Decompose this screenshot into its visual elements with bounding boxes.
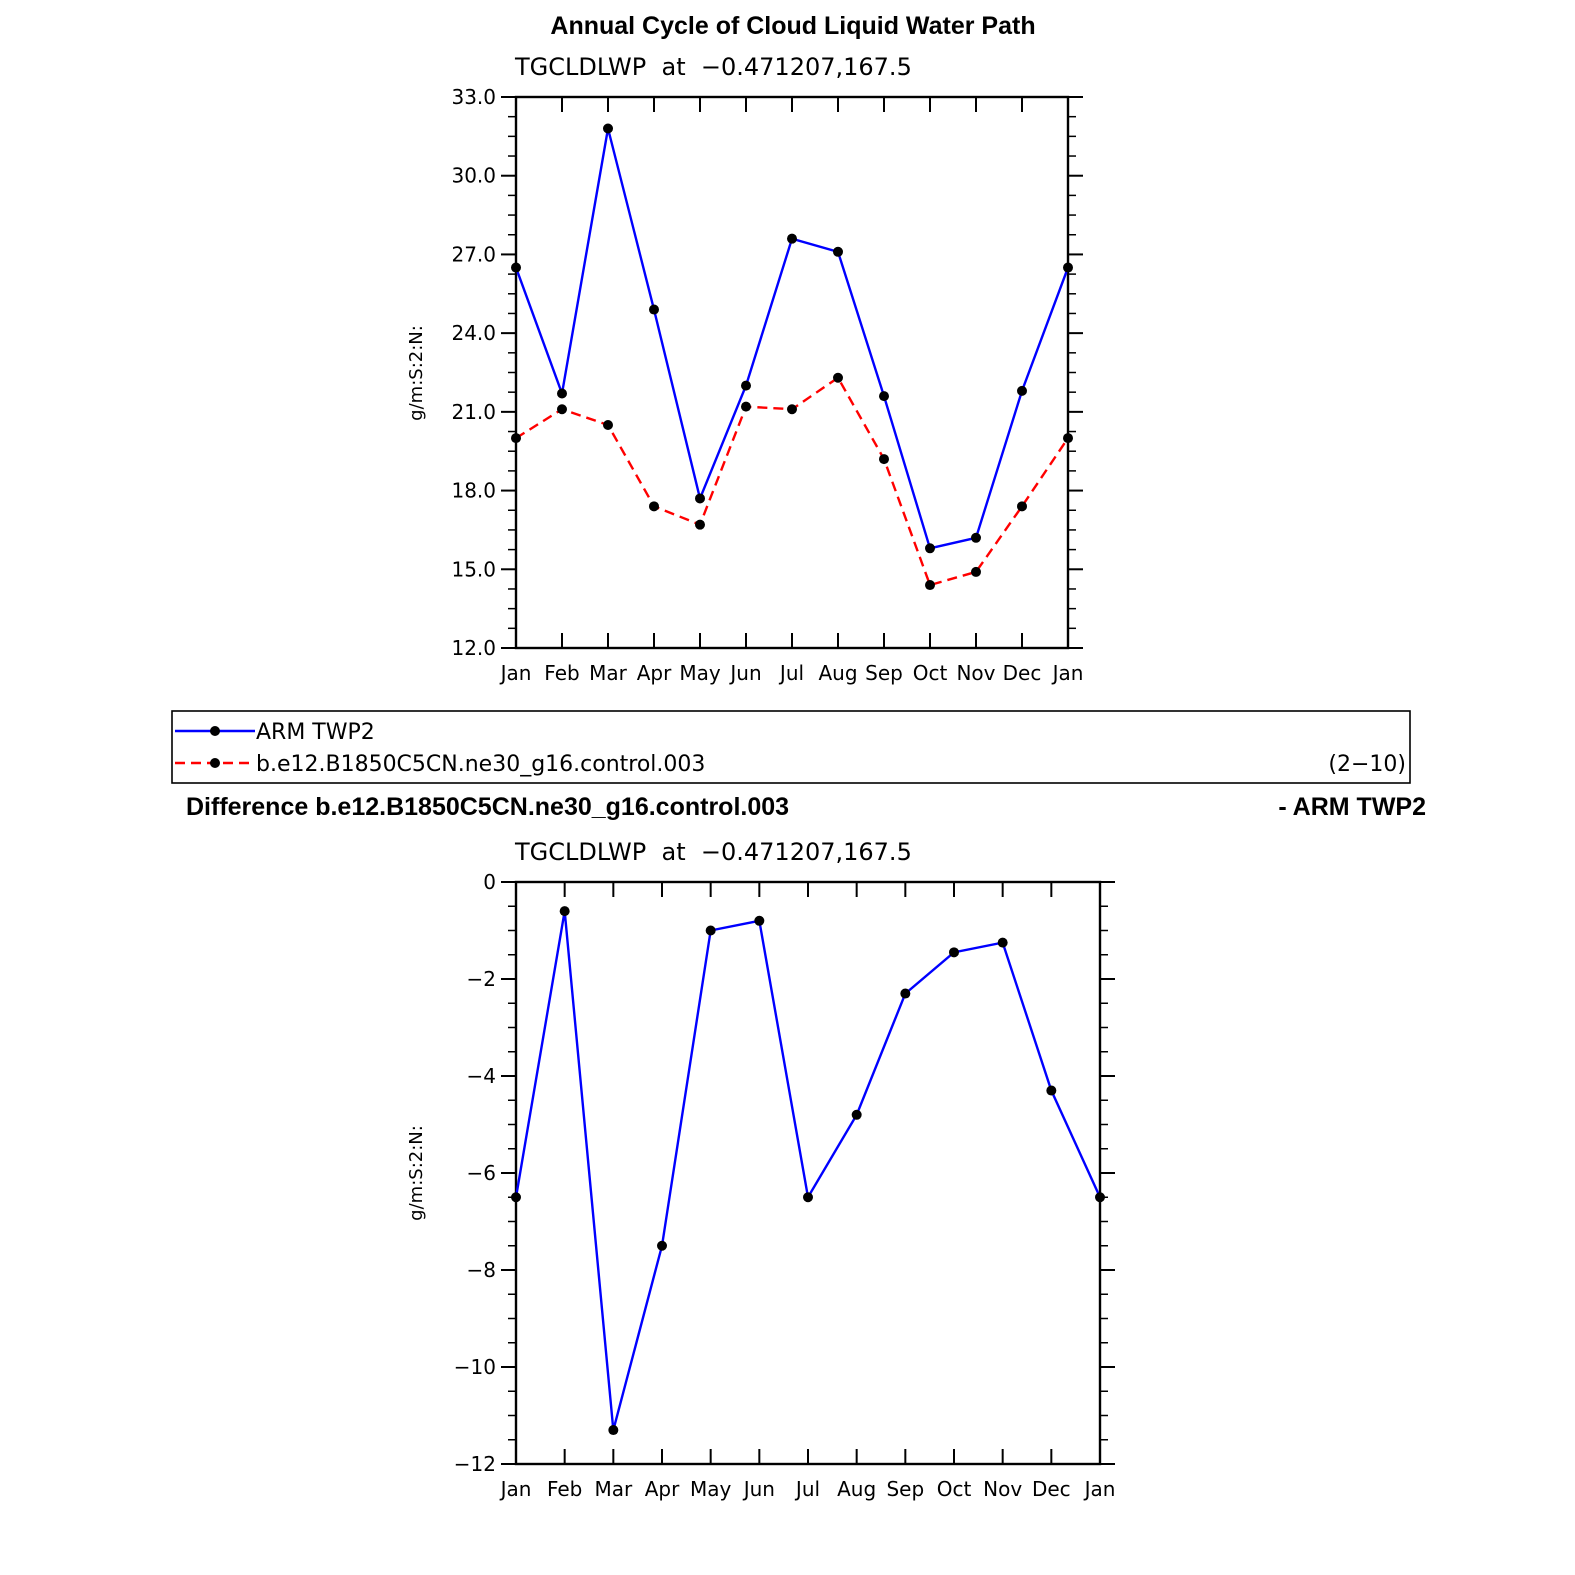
legend-marker-model	[210, 758, 220, 768]
bottom-x-tick-label: Dec	[1032, 1477, 1071, 1501]
bottom-x-tick-label: Jun	[742, 1477, 775, 1501]
bottom-series-0-point	[900, 988, 911, 999]
top-x-tick-label: Nov	[956, 661, 995, 685]
bottom-series-0-point	[511, 1192, 521, 1203]
bottom-y-tick-label: −8	[467, 1258, 496, 1282]
bottom-chart-title-right: - ARM TWP2	[1278, 793, 1426, 821]
bottom-chart-title-left: Difference b.e12.B1850C5CN.ne30_g16.cont…	[186, 793, 789, 821]
top-series-1-point	[649, 501, 659, 512]
bottom-series-0-point	[949, 947, 959, 958]
top-y-tick-label: 15.0	[451, 557, 496, 581]
top-x-tick-label: Jul	[778, 661, 804, 685]
top-y-tick-label: 27.0	[451, 242, 496, 266]
bottom-x-tick-label: Mar	[594, 1477, 633, 1501]
top-series-1-point	[511, 433, 521, 444]
bottom-x-tick-label: Jan	[1083, 1477, 1116, 1501]
top-series-0-point	[603, 123, 613, 134]
bottom-x-tick-label: May	[690, 1477, 732, 1501]
top-series-0-point	[511, 262, 521, 273]
bottom-y-tick-label: −4	[467, 1064, 496, 1088]
legend-frame	[171, 710, 1411, 784]
top-series-1-point	[879, 454, 889, 465]
bottom-x-tick-label: Jan	[499, 1477, 532, 1501]
top-y-tick-label: 24.0	[451, 321, 496, 345]
top-x-tick-label: Jan	[499, 661, 532, 685]
top-y-axis-label: g/m:S:2:N:	[406, 325, 427, 421]
top-chart-title: Annual Cycle of Cloud Liquid Water Path	[550, 12, 1035, 40]
top-series-1-point	[787, 404, 797, 415]
bottom-x-tick-label: Oct	[937, 1477, 972, 1501]
top-y-tick-label: 12.0	[451, 636, 496, 660]
bottom-series-0-point	[997, 937, 1008, 948]
top-series-1-point	[1063, 433, 1073, 444]
top-series-1-point	[833, 372, 843, 383]
top-x-tick-label: Apr	[637, 661, 672, 685]
bottom-x-tick-label: Aug	[837, 1477, 876, 1501]
top-series-1-point	[741, 401, 751, 412]
bottom-series-0-point	[803, 1192, 813, 1203]
bottom-y-tick-label: −10	[454, 1355, 496, 1379]
top-series-1-point	[557, 404, 567, 415]
top-series-0-point	[925, 543, 935, 554]
top-series-0-point	[741, 380, 751, 391]
top-y-tick-label: 30.0	[451, 164, 496, 188]
bottom-series-0-line	[514, 910, 1102, 1431]
bottom-x-tick-label: Apr	[645, 1477, 680, 1501]
top-series-0-point	[879, 391, 889, 402]
top-x-tick-label: Aug	[818, 661, 857, 685]
top-x-tick-label: Dec	[1003, 661, 1042, 685]
top-y-tick-label: 33.0	[451, 85, 496, 109]
top-series-0-point	[649, 304, 659, 315]
bottom-series-0-point	[559, 906, 570, 917]
top-chart-subtitle: TGCLDLWP at −0.471207,167.5	[514, 53, 912, 81]
top-x-tick-label: Jan	[1051, 661, 1084, 685]
top-y-tick-label: 21.0	[451, 400, 496, 424]
top-plot-area: Jan Feb Mar Apr May Jun Jul Aug Sep Oct Nov Dec Jan1…	[451, 85, 1083, 685]
bottom-x-tick-label: Jul	[794, 1477, 820, 1501]
bottom-series-0-point	[1095, 1192, 1105, 1203]
legend-label-model: b.e12.B1850C5CN.ne30_g16.control.003	[256, 752, 705, 777]
legend: ARM TWP2 b.e12.B1850C5CN.ne30_g16.contro…	[171, 710, 1411, 784]
bottom-y-tick-label: 0	[483, 870, 496, 894]
top-series-1-point	[695, 519, 705, 530]
top-series-1-point	[971, 566, 981, 577]
bottom-series-0-point	[754, 915, 765, 926]
bottom-y-axis-label: g/m:S:2:N:	[406, 1125, 427, 1221]
top-x-tick-label: Oct	[913, 661, 948, 685]
top-series-0-line	[514, 128, 1070, 550]
top-x-tick-label: Feb	[544, 661, 579, 685]
top-x-tick-label: Jun	[728, 661, 761, 685]
top-series-0-point	[557, 388, 567, 399]
bottom-x-tick-label: Feb	[547, 1477, 582, 1501]
bottom-y-tick-label: −12	[454, 1452, 496, 1476]
top-y-tick-label: 18.0	[451, 479, 496, 503]
top-series-1-point	[603, 419, 613, 430]
bottom-series-0-point	[608, 1425, 619, 1436]
bottom-y-tick-label: −2	[467, 967, 496, 991]
bottom-series-0-point	[1046, 1085, 1057, 1096]
legend-note: (2−10)	[1328, 752, 1406, 777]
bottom-x-tick-label: Sep	[886, 1477, 924, 1501]
bottom-plot-area: Jan Feb Mar Apr May Jun Jul Aug Sep Oct Nov Dec Jan−…	[454, 870, 1116, 1501]
top-series-0-point	[695, 493, 705, 504]
top-series-1-point	[925, 580, 935, 591]
bottom-chart-subtitle: TGCLDLWP at −0.471207,167.5	[514, 838, 912, 866]
top-x-tick-label: Mar	[589, 661, 628, 685]
top-series-0-point	[833, 246, 843, 257]
bottom-x-tick-label: Nov	[983, 1477, 1022, 1501]
top-series-0-point	[1017, 385, 1027, 396]
top-x-tick-label: Sep	[865, 661, 903, 685]
top-x-tick-label: May	[679, 661, 721, 685]
top-series-0-point	[787, 233, 797, 244]
legend-marker-obs	[210, 726, 220, 736]
bottom-y-tick-label: −6	[467, 1161, 496, 1185]
legend-label-obs: ARM TWP2	[256, 720, 375, 745]
bottom-series-0-point	[851, 1109, 862, 1120]
top-series-1-point	[1017, 501, 1027, 512]
bottom-series-0-point	[705, 925, 716, 936]
top-series-0-point	[1063, 262, 1073, 273]
bottom-series-0-point	[657, 1240, 667, 1251]
top-series-0-point	[971, 532, 981, 543]
